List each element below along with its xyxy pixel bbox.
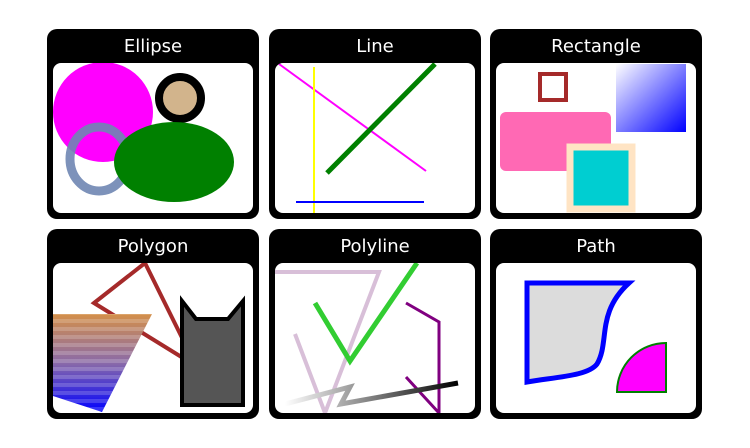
gray-curved-path [524, 280, 636, 385]
blue-gradient-square [616, 64, 686, 132]
gradient-zigzag-line [284, 380, 459, 408]
line-panel [275, 63, 475, 213]
green-ellipse [114, 122, 234, 202]
rectangle-panel [496, 63, 696, 213]
lime-check-line [312, 263, 420, 366]
rectangle-drawing [500, 64, 686, 213]
path-card: Path [490, 229, 702, 419]
polyline-drawing [275, 263, 459, 413]
polygon-panel [53, 263, 253, 413]
path-panel [496, 263, 696, 413]
green-line [325, 63, 437, 175]
brown-triangle-outline [90, 263, 201, 372]
magenta-quarter-circle [615, 341, 667, 393]
polygon-card: Polygon [47, 229, 259, 419]
rectangle-card: Rectangle [490, 29, 702, 219]
card-title-line: Line [356, 36, 394, 57]
card-title-polygon: Polygon [117, 236, 189, 257]
turquoise-square [566, 143, 636, 213]
line-drawing [278, 63, 437, 213]
card-title-path: Path [576, 236, 616, 257]
ellipse-card: Ellipse [47, 29, 259, 219]
path-drawing [524, 280, 667, 393]
gray-cat-shape [180, 295, 245, 407]
black-ring-tan-circle [155, 73, 205, 123]
ellipse-drawing [53, 63, 234, 202]
thistle-triangle-line [275, 270, 382, 413]
line-card: Line [269, 29, 481, 219]
card-title-polyline: Polyline [340, 236, 410, 257]
brown-square-outline [538, 72, 568, 102]
polyline-panel [275, 263, 475, 413]
card-title-rectangle: Rectangle [551, 36, 641, 57]
polyline-card: Polyline [269, 229, 481, 419]
card-title-ellipse: Ellipse [123, 36, 183, 57]
magenta-line [278, 63, 427, 172]
ellipse-panel [53, 63, 253, 213]
polygon-drawing [53, 263, 245, 412]
gradient-wedge-stripes [53, 314, 152, 412]
purple-arrow-line [404, 301, 441, 413]
